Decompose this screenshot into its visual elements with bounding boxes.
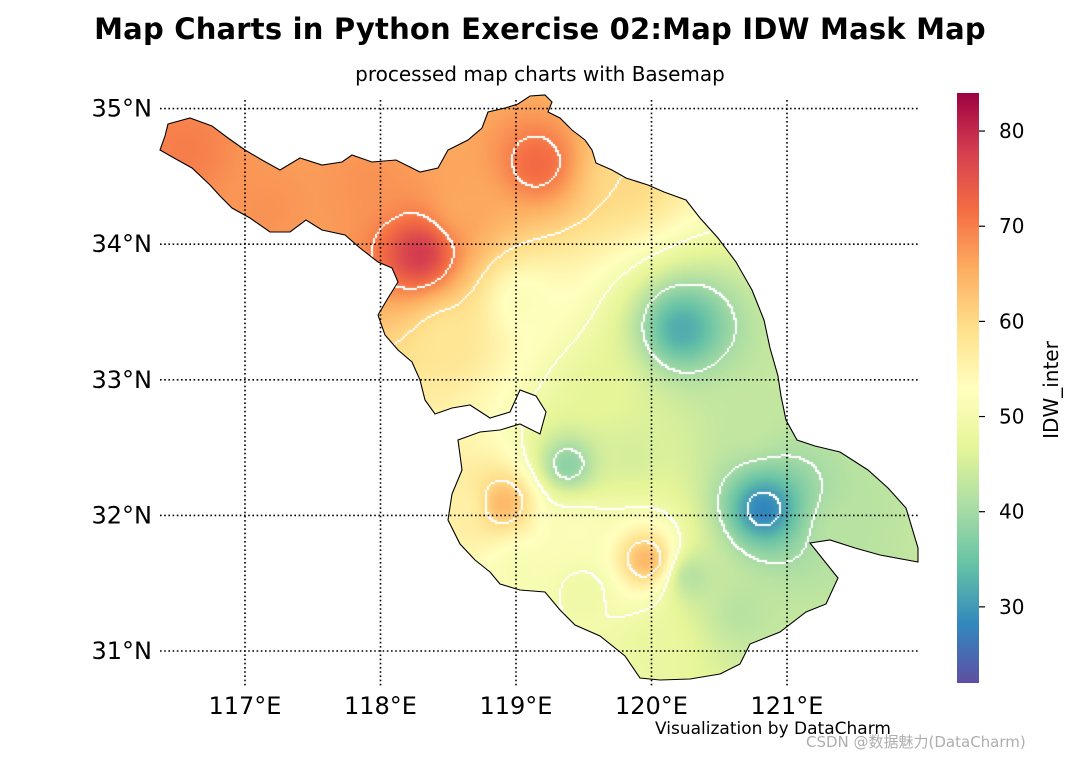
colorbar-gradient xyxy=(957,93,979,683)
latitude-label: 33°N xyxy=(92,366,153,394)
interpolated-surface xyxy=(160,95,918,680)
latitude-label: 35°N xyxy=(92,95,153,123)
graticule xyxy=(160,100,918,688)
chart-subtitle: processed map charts with Basemap xyxy=(355,62,725,86)
colorbar-tick-label: 70 xyxy=(999,214,1024,238)
latitude-label: 32°N xyxy=(92,501,153,529)
region-boundary xyxy=(159,94,919,681)
longitude-label: 119°E xyxy=(480,692,553,720)
longitude-label: 118°E xyxy=(344,692,417,720)
colorbar-tick-label: 30 xyxy=(999,595,1024,619)
colorbar: 30 40 50 60 70 80 IDW_inter xyxy=(957,93,1063,683)
longitude-label: 117°E xyxy=(209,692,282,720)
colorbar-tick-label: 40 xyxy=(999,500,1024,524)
graticule-labels: 31°N 32°N 33°N 34°N 35°N 117°E 118°E 119°E 120°E… xyxy=(92,95,824,720)
longitude-label: 120°E xyxy=(615,692,688,720)
idw-raster xyxy=(160,95,918,680)
latitude-label: 31°N xyxy=(92,637,153,665)
colorbar-tick-label: 50 xyxy=(999,405,1024,429)
chart-title: Map Charts in Python Exercise 02:Map IDW… xyxy=(94,12,986,46)
colorbar-label: IDW_inter xyxy=(1039,340,1063,438)
longitude-label: 121°E xyxy=(751,692,824,720)
latitude-label: 34°N xyxy=(92,230,153,258)
colorbar-tick-label: 60 xyxy=(999,309,1024,333)
colorbar-ticks: 30 40 50 60 70 80 xyxy=(979,119,1024,619)
watermark-text: CSDN @数据魅力(DataCharm) xyxy=(806,733,1026,751)
colorbar-tick-label: 80 xyxy=(999,119,1024,143)
credit-text: Visualization by DataCharm xyxy=(655,719,891,739)
